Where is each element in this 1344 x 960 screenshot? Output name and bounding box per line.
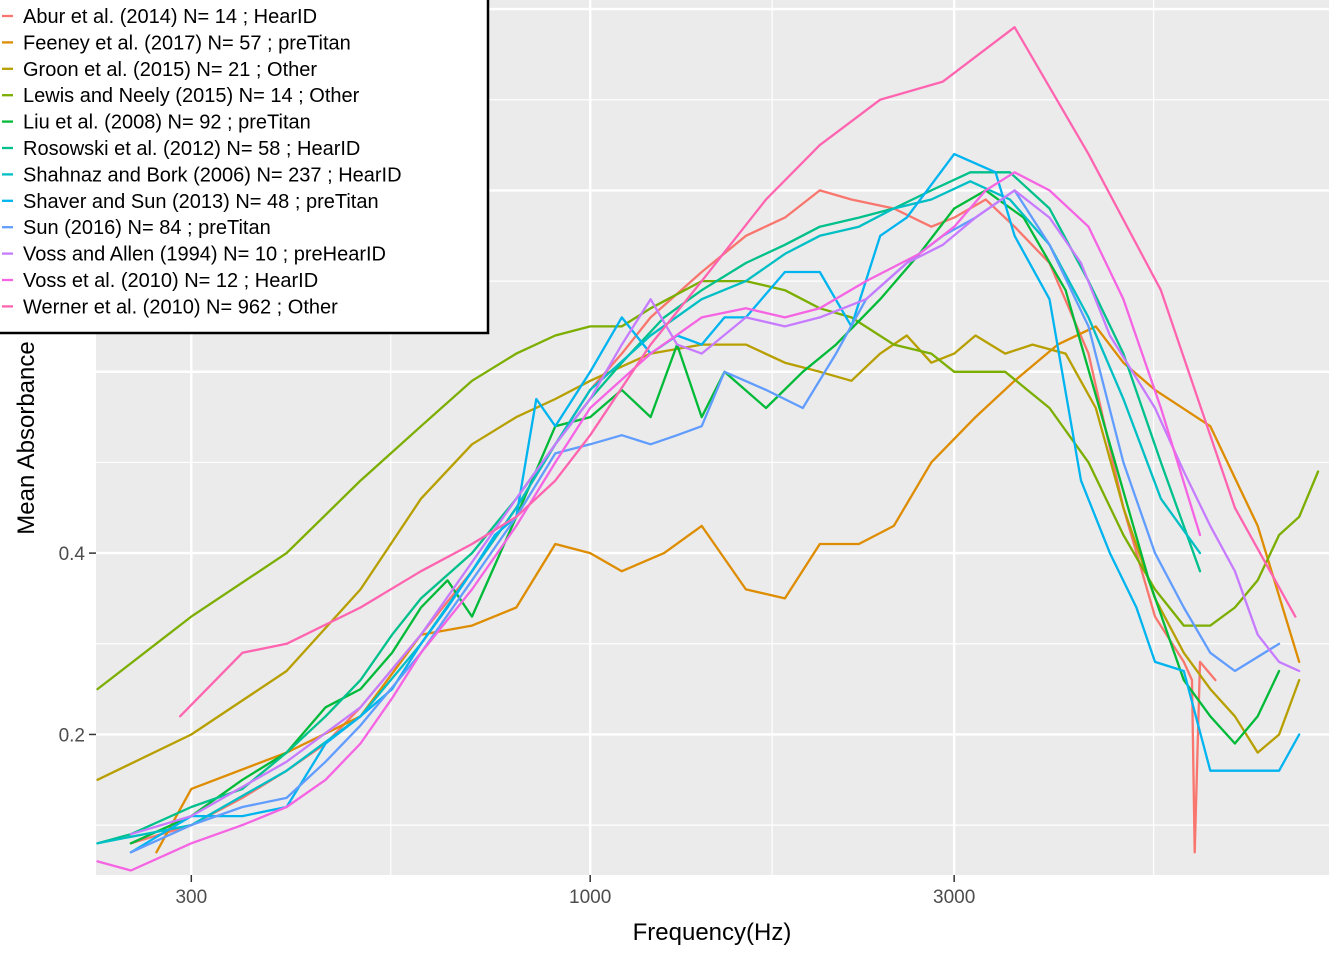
legend-label-12: Werner et al. (2010) N= 962 ; Other [23, 296, 338, 318]
legend-label-6: Rosowski et al. (2012) N= 58 ; HearID [23, 138, 360, 160]
series-line-11 [96, 171, 1202, 872]
y-tick-label: 0.4 [59, 544, 86, 565]
legend-label-4: Lewis and Neely (2015) N= 14 ; Other [23, 85, 360, 107]
legend-label-5: Liu et al. (2008) N= 92 ; preTitan [23, 112, 311, 134]
y-axis-title: Mean Absorbance [13, 341, 40, 534]
series-line-6 [96, 171, 1202, 845]
x-tick-label: 1000 [569, 887, 611, 908]
series-line-8 [129, 152, 1301, 854]
y-tick-label: 0.2 [59, 725, 85, 746]
legend-label-11: Voss et al. (2010) N= 12 ; HearID [23, 270, 318, 292]
x-axis-ticks: 300 1000 3000 [175, 875, 975, 908]
legend-label-10: Voss and Allen (1994) N= 10 ; preHearID [23, 244, 386, 266]
legend: Abur et al. (2014) N= 14 ; HearID Feeney … [0, 0, 490, 335]
legend-label-3: Groon et al. (2015) N= 21 ; Other [23, 59, 317, 81]
legend-label-2: Feeney et al. (2017) N= 57 ; preTitan [23, 32, 351, 54]
legend-label-9: Sun (2016) N= 84 ; preTitan [23, 217, 271, 239]
y-axis-ticks: 0.2 0.4 [59, 544, 96, 746]
legend-box [0, 0, 490, 335]
legend-label-8: Shaver and Sun (2013) N= 48 ; preTitan [23, 191, 379, 213]
legend-label-7: Shahnaz and Bork (2006) N= 237 ; HearID [23, 164, 402, 186]
series-line-5 [129, 189, 1281, 845]
series-lines [96, 26, 1320, 872]
series-line-12 [178, 26, 1297, 718]
x-axis-title: Frequency(Hz) [633, 919, 792, 946]
x-tick-label: 300 [175, 887, 207, 908]
series-line-4 [96, 279, 1320, 691]
series-line-9 [129, 189, 1281, 854]
legend-label-1: Abur et al. (2014) N= 14 ; HearID [23, 6, 317, 28]
series-line-10 [129, 189, 1301, 836]
x-tick-label: 3000 [933, 887, 975, 908]
